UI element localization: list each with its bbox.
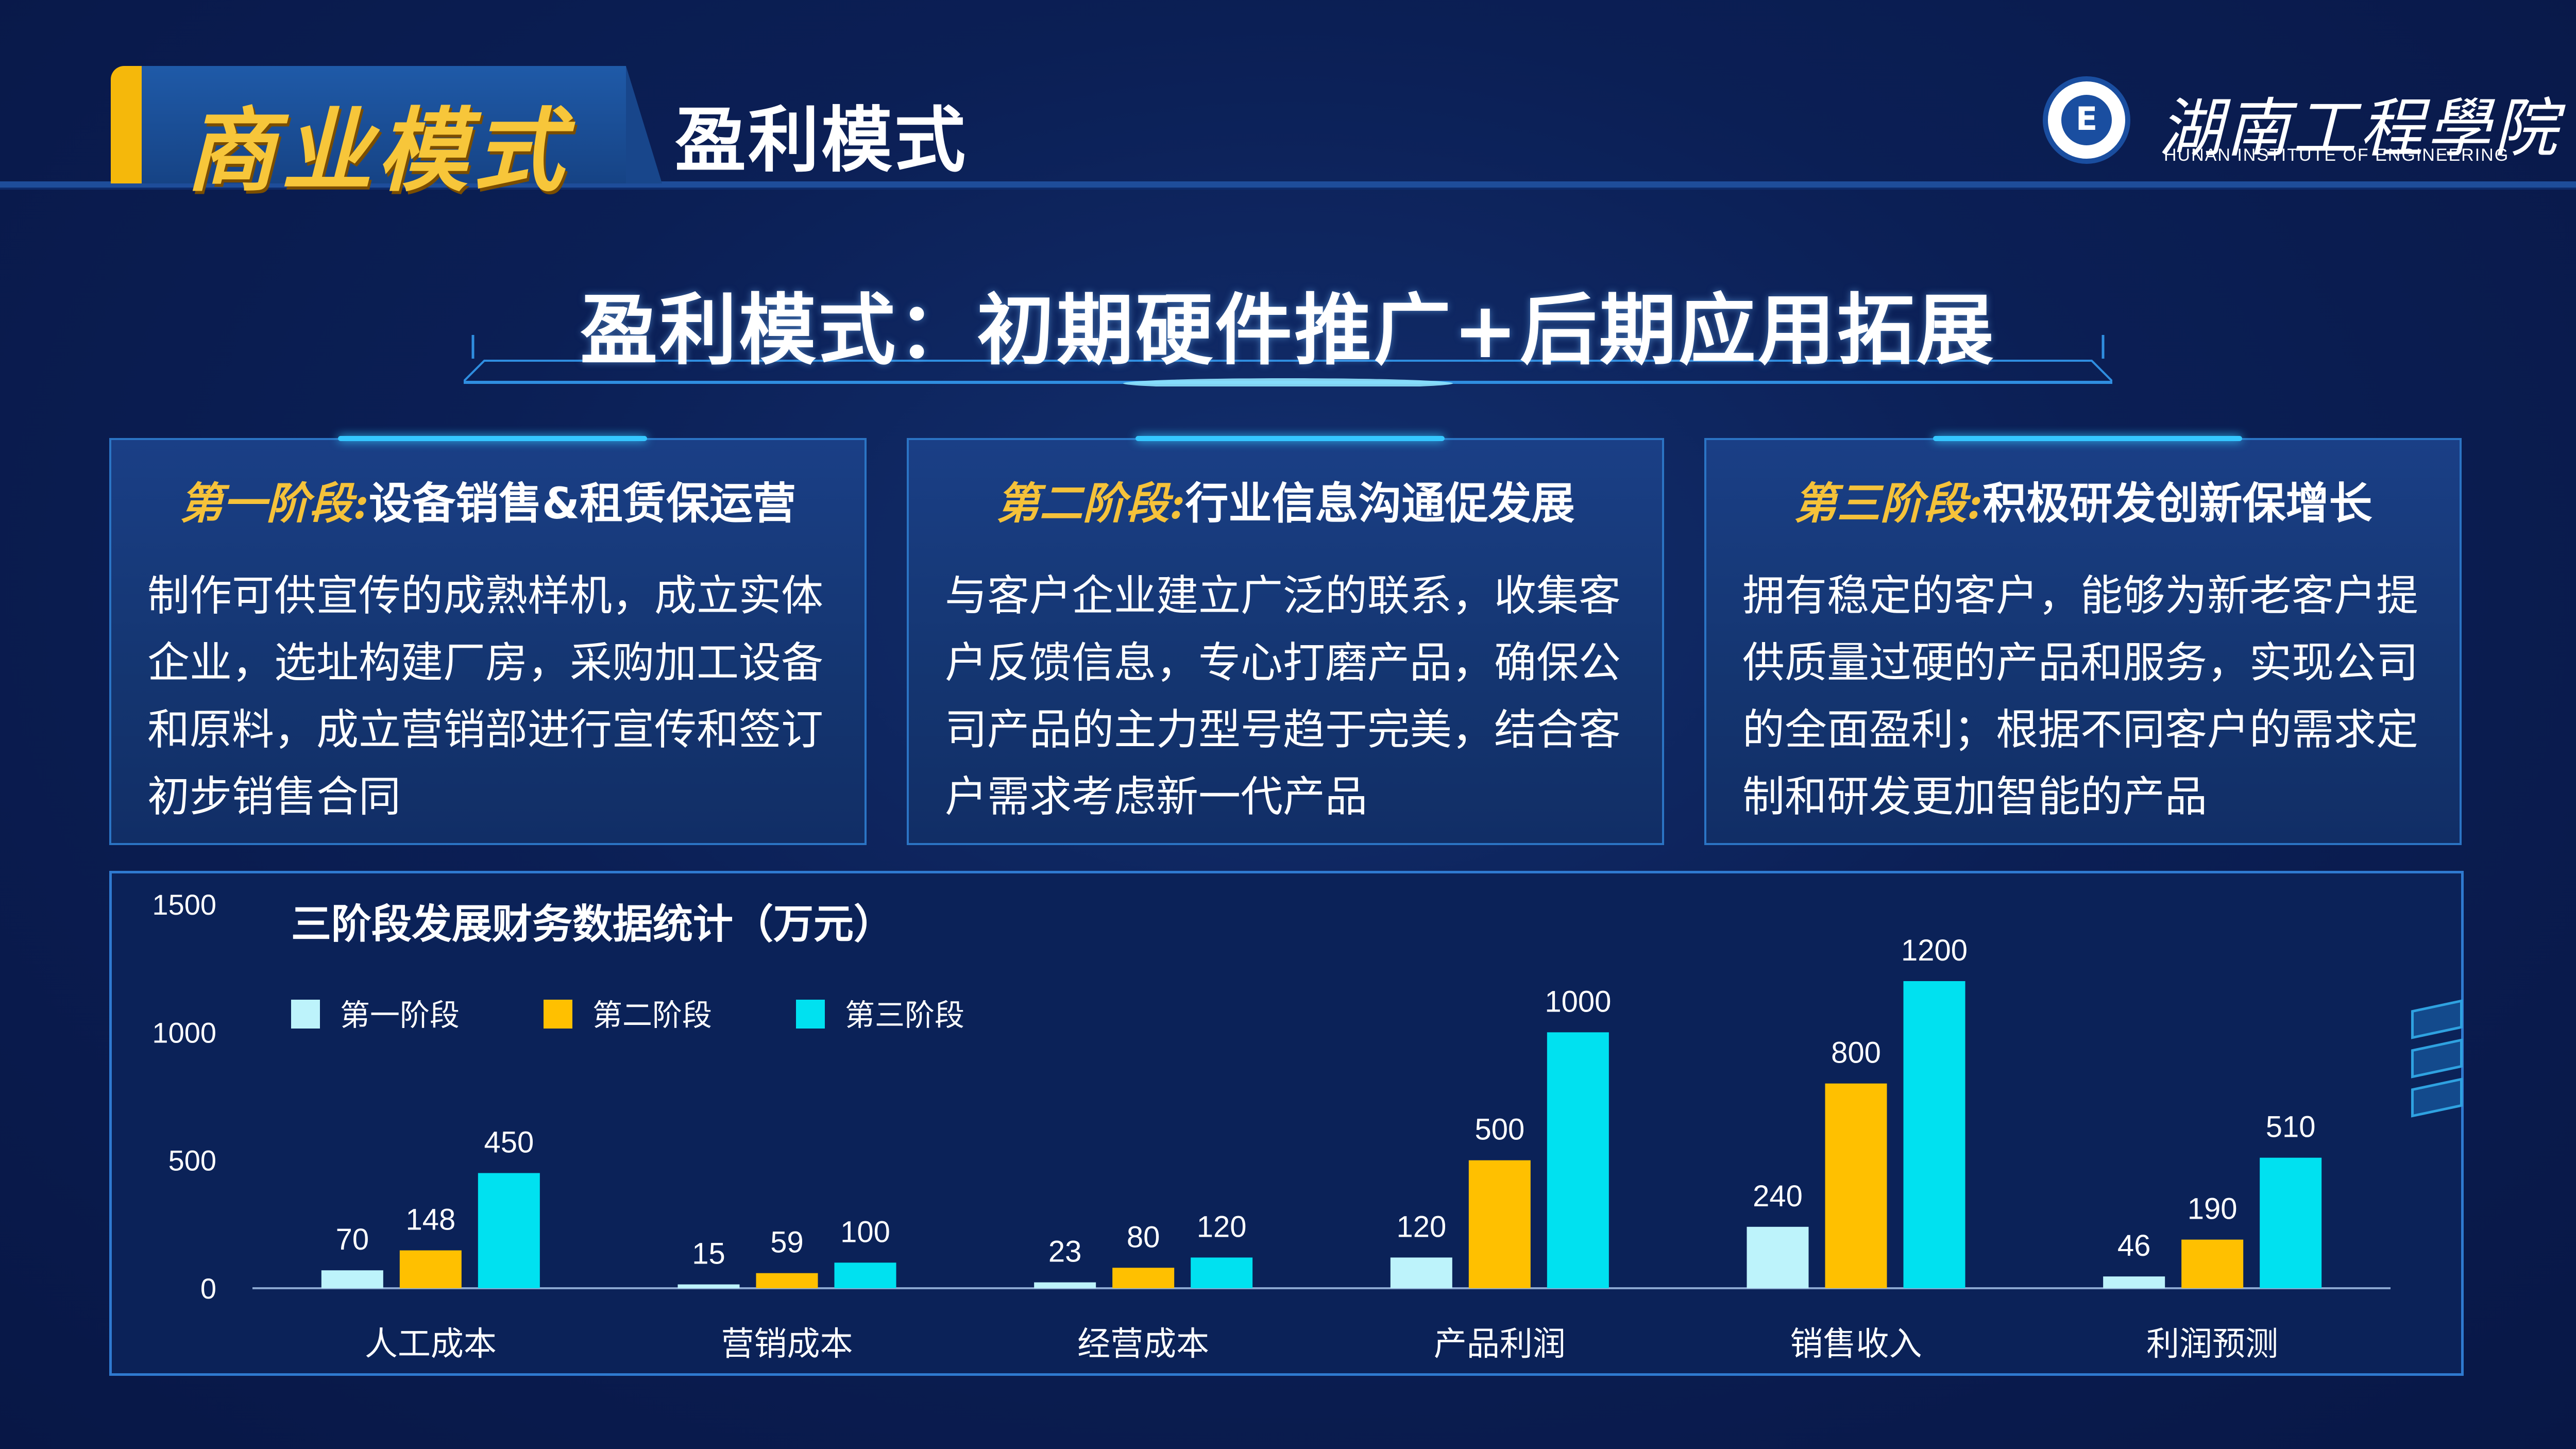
- bar-人工成本-第三阶段: [478, 1173, 540, 1288]
- y-tick-label: 1000: [152, 1016, 216, 1049]
- bar-销售收入-第二阶段: [1825, 1083, 1887, 1288]
- stage-description: 拥有稳定的客户，能够为新老客户提供质量过硬的产品和服务，实现公司的全面盈利；根据…: [1742, 571, 2419, 821]
- chart-title: 三阶段发展财务数据统计（万元）: [291, 901, 894, 948]
- data-label: 148: [405, 1203, 455, 1236]
- bar-利润预测-第一阶段: [2103, 1276, 2165, 1288]
- legend-label-2: 第二阶段: [592, 998, 712, 1033]
- bar-经营成本-第一阶段: [1034, 1282, 1096, 1288]
- data-label: 100: [840, 1215, 890, 1249]
- legend-label-1: 第一阶段: [340, 998, 460, 1033]
- data-label: 23: [1048, 1235, 1082, 1269]
- stage-title: 行业信息沟通促发展: [1185, 478, 1575, 529]
- stage-card-heading: 第一阶段:设备销售&租赁保运营: [111, 469, 865, 531]
- data-label: 240: [1753, 1180, 1803, 1213]
- x-tick-label: 产品利润: [1434, 1325, 1566, 1363]
- y-tick-label: 500: [168, 1144, 216, 1177]
- bar-产品利润-第一阶段: [1390, 1257, 1452, 1288]
- data-label: 46: [2117, 1229, 2151, 1262]
- stage-description: 制作可供宣传的成熟样机，成立实体企业，选址构建厂房，采购加工设备和原料，成立营销…: [147, 571, 824, 821]
- data-label: 1000: [1545, 985, 1611, 1018]
- section-tab-accent: [111, 66, 142, 183]
- bar-营销成本-第一阶段: [677, 1284, 740, 1288]
- data-label: 500: [1475, 1113, 1524, 1147]
- y-tick-label: 0: [200, 1272, 216, 1305]
- bar-人工成本-第二阶段: [399, 1250, 462, 1288]
- stage-title: 积极研发创新保增长: [1982, 478, 2372, 529]
- data-label: 59: [770, 1226, 804, 1259]
- school-name-logo: 湖南工程學院: [2159, 92, 2561, 166]
- stage-card-heading: 第二阶段:行业信息沟通促发展: [909, 469, 1662, 531]
- x-tick-label: 利润预测: [2146, 1325, 2278, 1363]
- data-label: 1200: [1901, 934, 1968, 967]
- data-label: 800: [1831, 1036, 1881, 1070]
- stage-prefix: 第三阶段:: [1793, 478, 1983, 529]
- stage-card-3: 第三阶段:积极研发创新保增长 拥有稳定的客户，能够为新老客户提供质量过硬的产品和…: [1704, 436, 2462, 845]
- bar-经营成本-第二阶段: [1112, 1268, 1175, 1288]
- data-label: 15: [692, 1237, 725, 1271]
- stage-prefix: 第二阶段:: [996, 478, 1185, 529]
- data-label: 450: [484, 1126, 534, 1159]
- bar-人工成本-第一阶段: [321, 1270, 383, 1288]
- seal-letter: E: [2075, 100, 2098, 138]
- school-english-name: HUNAN INSTITUTE OF ENGINEERING: [2164, 145, 2510, 165]
- bar-营销成本-第二阶段: [756, 1273, 818, 1288]
- seal-emblem-icon: E: [2061, 95, 2112, 145]
- stage-card-1: 第一阶段:设备销售&租赁保运营 制作可供宣传的成熟样机，成立实体企业，选址构建厂…: [109, 436, 867, 845]
- legend-label-3: 第三阶段: [845, 998, 964, 1033]
- stage-card-2: 第二阶段:行业信息沟通促发展 与客户企业建立广泛的联系，收集客户反馈信息，专心打…: [907, 436, 1664, 845]
- data-label: 120: [1396, 1210, 1446, 1243]
- x-tick-label: 营销成本: [721, 1325, 853, 1363]
- bar-销售收入-第三阶段: [1903, 981, 1965, 1288]
- x-tick-label: 经营成本: [1077, 1325, 1209, 1363]
- y-tick-label: 1500: [152, 888, 216, 921]
- data-label: 80: [1127, 1220, 1160, 1254]
- bar-产品利润-第二阶段: [1468, 1160, 1531, 1288]
- card-glow-accent: [1933, 436, 2242, 441]
- bar-利润预测-第三阶段: [2260, 1157, 2322, 1288]
- bar-营销成本-第三阶段: [834, 1262, 896, 1288]
- legend-swatch-1: [291, 1000, 320, 1029]
- school-seal-logo: E: [2043, 76, 2130, 164]
- data-label: 510: [2266, 1110, 2316, 1144]
- chart-panel: [109, 871, 2464, 1376]
- section-title: 商业模式: [185, 97, 569, 204]
- legend-swatch-2: [544, 1000, 572, 1029]
- data-label: 190: [2188, 1192, 2238, 1226]
- bar-产品利润-第三阶段: [1547, 1032, 1609, 1288]
- stage-card-heading: 第三阶段:积极研发创新保增长: [1706, 469, 2460, 531]
- stage-prefix: 第一阶段:: [179, 478, 369, 529]
- x-tick-label: 人工成本: [365, 1325, 497, 1363]
- banner-title: 盈利模式：初期硬件推广+后期应用拓展: [580, 286, 1996, 376]
- x-tick-label: 销售收入: [1790, 1325, 1922, 1363]
- banner-frame: [464, 335, 2112, 386]
- legend-swatch-3: [796, 1000, 825, 1029]
- section-tab: [142, 66, 662, 183]
- card-glow-accent: [338, 436, 647, 441]
- page-title: 盈利模式: [675, 99, 968, 182]
- bar-经营成本-第三阶段: [1191, 1257, 1253, 1288]
- stage-title: 设备销售&租赁保运营: [368, 478, 796, 529]
- data-label: 70: [336, 1223, 369, 1256]
- stage-description: 与客户企业建立广泛的联系，收集客户反馈信息，专心打磨产品，确保公司产品的主力型号…: [945, 571, 1621, 821]
- bar-利润预测-第二阶段: [2181, 1239, 2244, 1288]
- card-glow-accent: [1136, 436, 1445, 441]
- header-divider-shadow: [0, 188, 2576, 190]
- bar-销售收入-第一阶段: [1747, 1226, 1809, 1288]
- data-label: 120: [1197, 1210, 1247, 1243]
